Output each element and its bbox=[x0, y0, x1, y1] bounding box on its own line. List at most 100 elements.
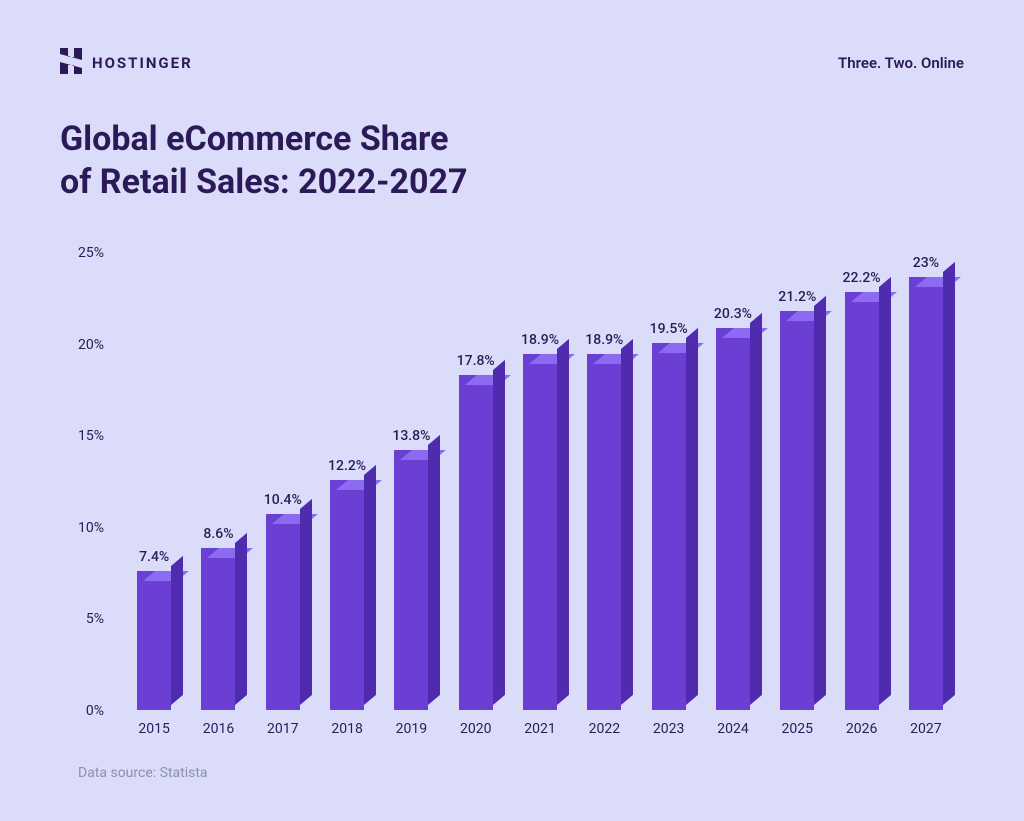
x-axis-tick: 2017 bbox=[251, 721, 315, 737]
y-axis-tick: 0% bbox=[86, 704, 104, 718]
chart: 25% 20% 15% 10% 5% 0% 7.4% 8.6% 10.4% 12.2% 13.8%… bbox=[60, 239, 964, 781]
bar-slot: 18.9% bbox=[508, 239, 572, 710]
brand-block: HOSTINGER bbox=[60, 48, 193, 78]
bar-front-face bbox=[459, 375, 493, 710]
x-axis-tick: 2020 bbox=[444, 721, 508, 737]
bar-front-face bbox=[845, 292, 879, 710]
x-axis-tick: 2016 bbox=[186, 721, 250, 737]
y-axis-tick: 20% bbox=[78, 338, 104, 352]
bar-side-face bbox=[364, 465, 376, 705]
brand-name: HOSTINGER bbox=[92, 54, 193, 72]
bar-front-face bbox=[909, 277, 943, 710]
x-axis-tick: 2025 bbox=[765, 721, 829, 737]
y-axis-tick: 5% bbox=[86, 612, 104, 626]
bar-side-face bbox=[557, 339, 569, 705]
bar-side-face bbox=[428, 435, 440, 705]
x-axis-tick: 2021 bbox=[508, 721, 572, 737]
bar-slot: 19.5% bbox=[637, 239, 701, 710]
hostinger-logo-icon bbox=[60, 48, 82, 78]
bar-value-label: 21.2% bbox=[778, 289, 816, 305]
bar-side-face bbox=[750, 312, 762, 705]
bar bbox=[137, 571, 171, 710]
bar bbox=[716, 328, 750, 710]
bar-side-face bbox=[621, 339, 633, 705]
x-axis-tick: 2023 bbox=[637, 721, 701, 737]
bar-front-face bbox=[330, 480, 364, 710]
plot-region: 7.4% 8.6% 10.4% 12.2% 13.8% 17.8% 18.9% 18.9% 19… bbox=[116, 239, 964, 711]
bar-side-face bbox=[171, 556, 183, 705]
bar-slot: 13.8% bbox=[379, 239, 443, 710]
bar bbox=[587, 354, 621, 710]
bar-value-label: 22.2% bbox=[843, 270, 881, 286]
bar-front-face bbox=[137, 571, 171, 710]
bars-container: 7.4% 8.6% 10.4% 12.2% 13.8% 17.8% 18.9% 18.9% 19… bbox=[116, 239, 964, 710]
bar-slot: 12.2% bbox=[315, 239, 379, 710]
bar-front-face bbox=[266, 514, 300, 710]
bar-value-label: 10.4% bbox=[264, 492, 302, 508]
bar bbox=[909, 277, 943, 710]
bar-value-label: 17.8% bbox=[457, 353, 495, 369]
bar-slot: 7.4% bbox=[122, 239, 186, 710]
header: HOSTINGER Three. Two. Online bbox=[60, 48, 964, 78]
x-axis-tick: 2015 bbox=[122, 721, 186, 737]
x-axis-tick: 2018 bbox=[315, 721, 379, 737]
bar bbox=[394, 450, 428, 710]
brand-tagline: Three. Two. Online bbox=[838, 54, 964, 72]
bar-front-face bbox=[780, 311, 814, 710]
bar-slot: 17.8% bbox=[444, 239, 508, 710]
data-source: Data source: Statista bbox=[78, 765, 964, 781]
bar-front-face bbox=[587, 354, 621, 710]
bar-value-label: 19.5% bbox=[650, 321, 688, 337]
bar bbox=[459, 375, 493, 710]
bar-front-face bbox=[394, 450, 428, 710]
bar-value-label: 13.8% bbox=[392, 428, 430, 444]
bar-side-face bbox=[814, 296, 826, 705]
bar-value-label: 23% bbox=[913, 255, 939, 271]
bar-front-face bbox=[201, 548, 235, 710]
bar-side-face bbox=[493, 360, 505, 705]
chart-plot-area: 25%20%15%10%5%0% 7.4%8.6%10.4%12.2%13.8%… bbox=[60, 239, 964, 711]
bar bbox=[330, 480, 364, 710]
bar-side-face bbox=[879, 277, 891, 705]
bar bbox=[523, 354, 557, 710]
y-axis: 25%20%15%10%5%0% bbox=[60, 239, 116, 711]
bar-value-label: 18.9% bbox=[521, 332, 559, 348]
bar-value-label: 18.9% bbox=[585, 332, 623, 348]
y-axis-tick: 10% bbox=[78, 521, 104, 535]
bar-slot: 20.3% bbox=[701, 239, 765, 710]
bar-side-face bbox=[300, 499, 312, 705]
bar-side-face bbox=[235, 533, 247, 705]
bar-side-face bbox=[943, 262, 955, 705]
bar bbox=[845, 292, 879, 710]
bar-front-face bbox=[523, 354, 557, 710]
bar-value-label: 8.6% bbox=[203, 526, 233, 542]
title-line-2: of Retail Sales: 2022-2027 bbox=[60, 162, 468, 202]
bar-slot: 21.2% bbox=[765, 239, 829, 710]
x-axis-tick: 2024 bbox=[701, 721, 765, 737]
bar-value-label: 20.3% bbox=[714, 306, 752, 322]
bar-slot: 23% bbox=[894, 239, 958, 710]
bar-slot: 22.2% bbox=[829, 239, 893, 710]
x-axis: 2015201620172018201920202021202220232024… bbox=[116, 711, 964, 737]
x-axis-tick: 2027 bbox=[894, 721, 958, 737]
bar-value-label: 12.2% bbox=[328, 458, 366, 474]
bar bbox=[780, 311, 814, 710]
bar bbox=[201, 548, 235, 710]
bar-slot: 8.6% bbox=[186, 239, 250, 710]
y-axis-tick: 25% bbox=[78, 246, 104, 260]
title-line-1: Global eCommerce Share bbox=[60, 119, 449, 159]
bar-slot: 10.4% bbox=[251, 239, 315, 710]
x-axis-tick: 2019 bbox=[379, 721, 443, 737]
bar-slot: 18.9% bbox=[572, 239, 636, 710]
bar bbox=[652, 343, 686, 710]
page: HOSTINGER Three. Two. Online Global eCom… bbox=[0, 0, 1024, 821]
bar-value-label: 7.4% bbox=[139, 549, 169, 565]
y-axis-tick: 15% bbox=[78, 429, 104, 443]
x-axis-tick: 2026 bbox=[829, 721, 893, 737]
bar-front-face bbox=[716, 328, 750, 710]
bar bbox=[266, 514, 300, 710]
x-axis-tick: 2022 bbox=[572, 721, 636, 737]
chart-title: Global eCommerce Share of Retail Sales: … bbox=[60, 118, 964, 203]
bar-front-face bbox=[652, 343, 686, 710]
x-axis-line bbox=[116, 709, 964, 710]
